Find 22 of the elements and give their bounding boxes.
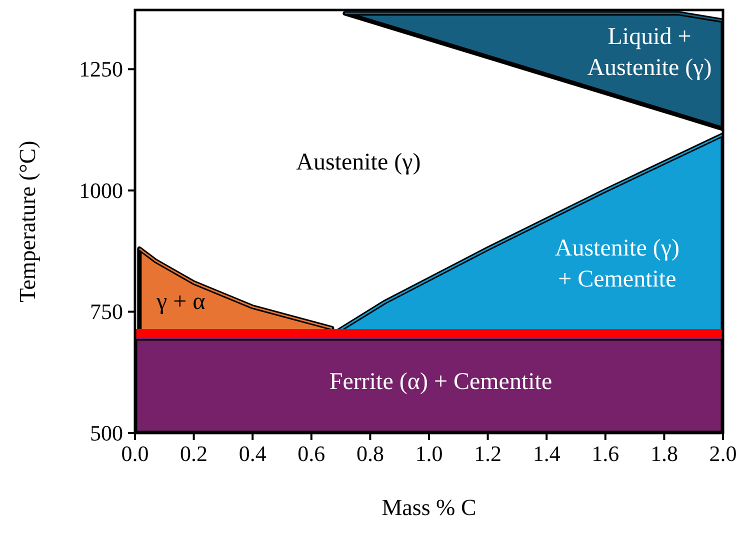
y-tick-label: 750 <box>90 299 123 324</box>
annotation: γ + α <box>156 288 206 315</box>
annotation: Austenite (γ) + Cementite <box>554 235 680 292</box>
x-tick-label: 1.2 <box>474 441 502 466</box>
y-axis-title: Temperature (°C) <box>15 140 40 302</box>
x-tick-label: 1.4 <box>532 441 560 466</box>
x-tick-label: 0.2 <box>180 441 208 466</box>
x-tick-label: 0.4 <box>238 441 266 466</box>
x-tick-label: 0.6 <box>298 441 326 466</box>
x-tick-label: 0.0 <box>121 441 149 466</box>
x-tick-label: 1.8 <box>650 441 678 466</box>
annotation: Ferrite (α) + Cementite <box>329 369 552 396</box>
x-tick-label: 2.0 <box>709 441 737 466</box>
annotation: Liquid + Austenite (γ) <box>587 24 712 81</box>
y-tick-label: 1250 <box>79 56 123 82</box>
y-tick-label: 1000 <box>79 178 123 203</box>
x-axis-title: Mass % C <box>382 495 476 520</box>
x-tick-label: 1.6 <box>592 441 620 466</box>
x-tick-label: 1.0 <box>415 441 443 466</box>
annotation: Austenite (γ) <box>296 149 421 176</box>
x-tick-label: 0.8 <box>356 441 384 466</box>
y-tick-label: 500 <box>90 420 123 446</box>
